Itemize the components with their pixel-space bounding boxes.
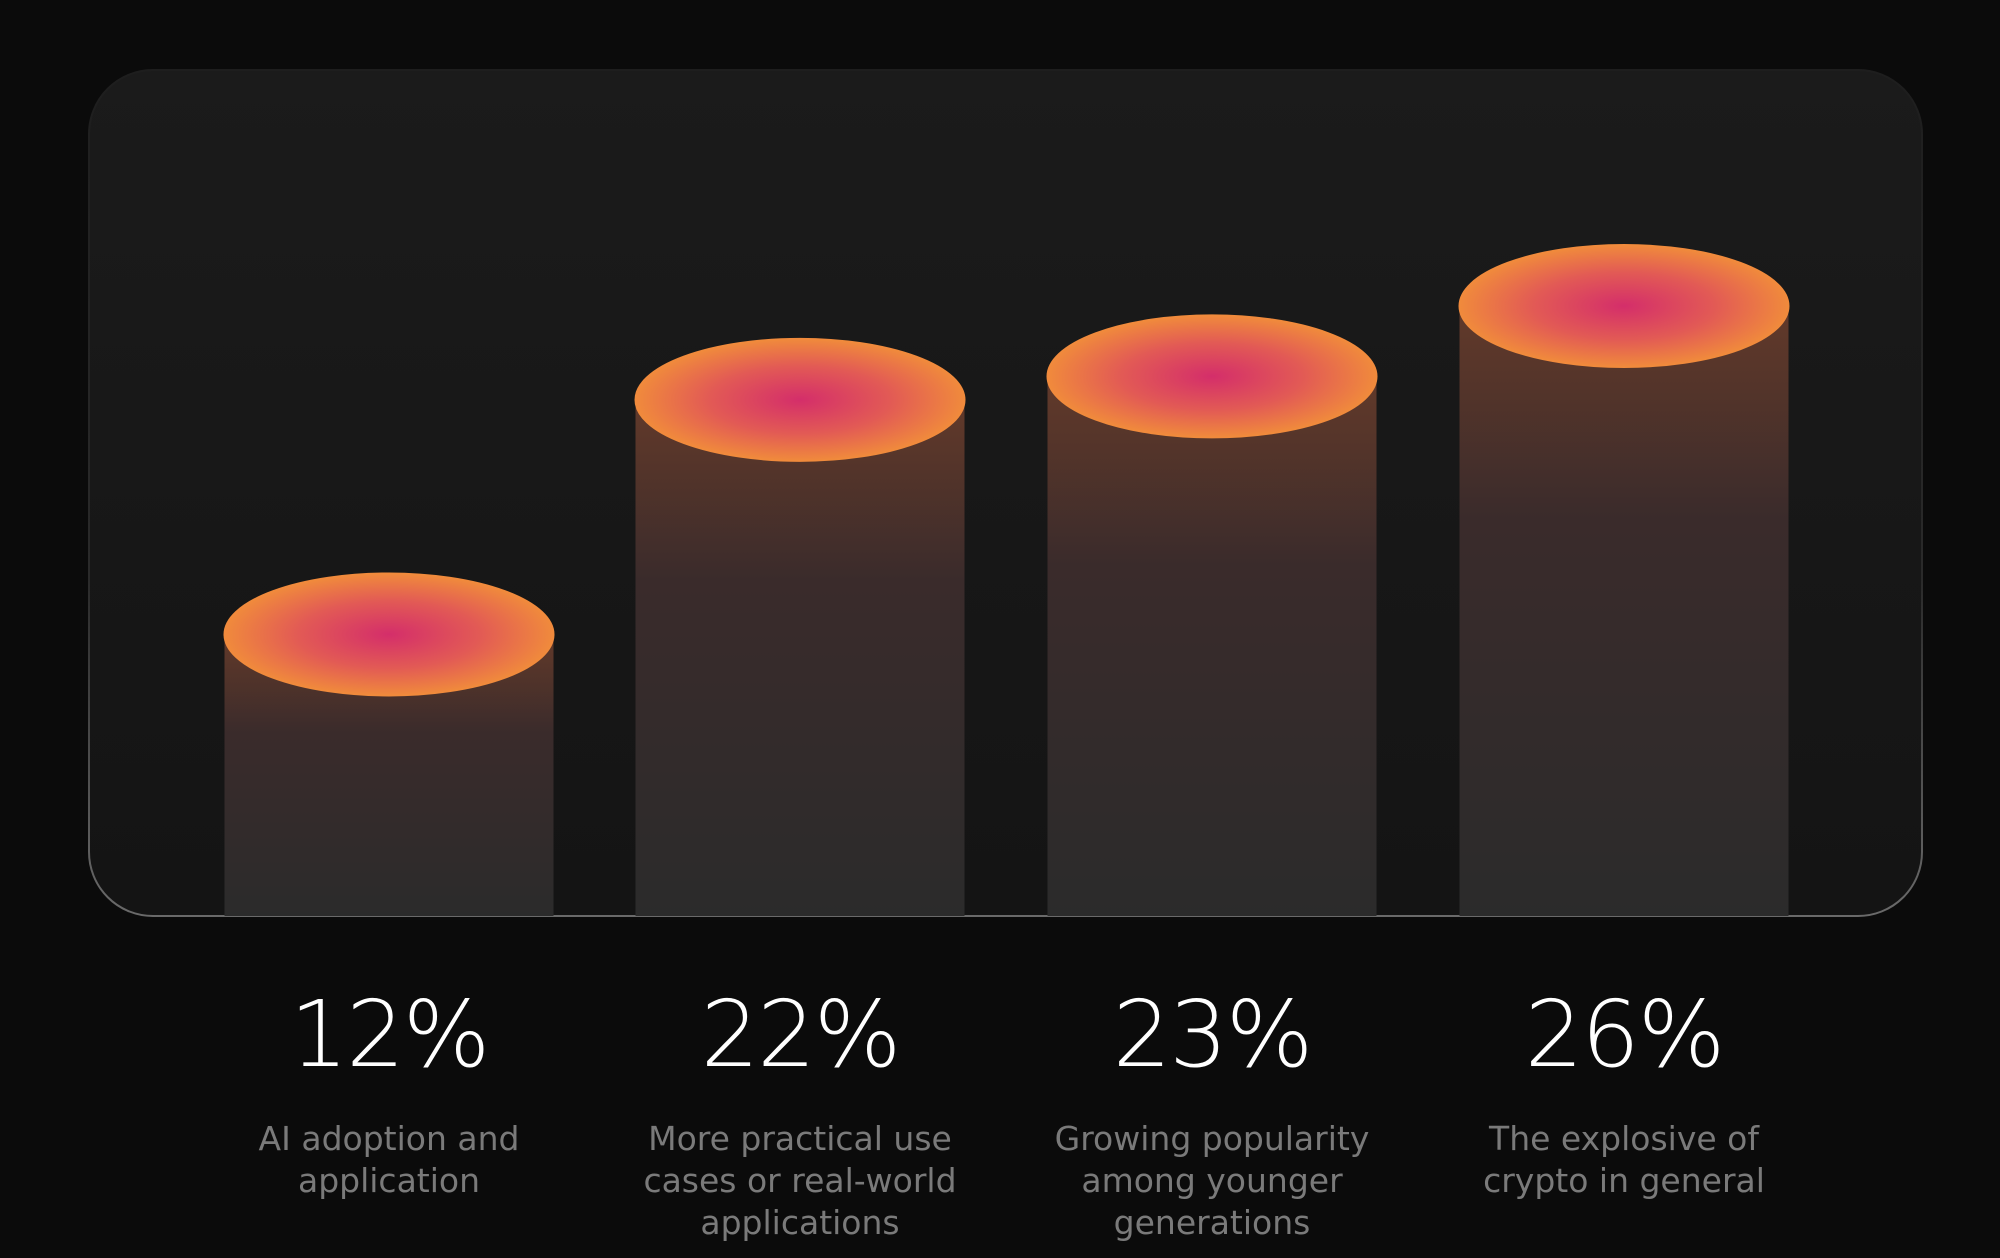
value-label: 26% [1524, 981, 1725, 1088]
cylinder-body [635, 399, 965, 916]
value-label: 23% [1112, 981, 1313, 1088]
cylinder-body [1047, 376, 1377, 916]
cylinder-body [1459, 306, 1789, 916]
value-label: 12% [289, 981, 490, 1088]
category-label: The explosive of crypto in general [1483, 1119, 1765, 1200]
category-label: More practical use cases or real-world a… [643, 1119, 957, 1242]
category-label: AI adoption and application [258, 1119, 520, 1200]
cylinder-body [224, 634, 554, 916]
category-label: Growing popularity among younger generat… [1054, 1119, 1370, 1242]
cylinder-top [223, 572, 555, 697]
cylinder-top [1458, 244, 1790, 368]
cylinder-top [634, 337, 966, 462]
cylinder-top [1046, 314, 1378, 439]
chart [88, 69, 1923, 917]
value-label: 22% [700, 981, 901, 1088]
